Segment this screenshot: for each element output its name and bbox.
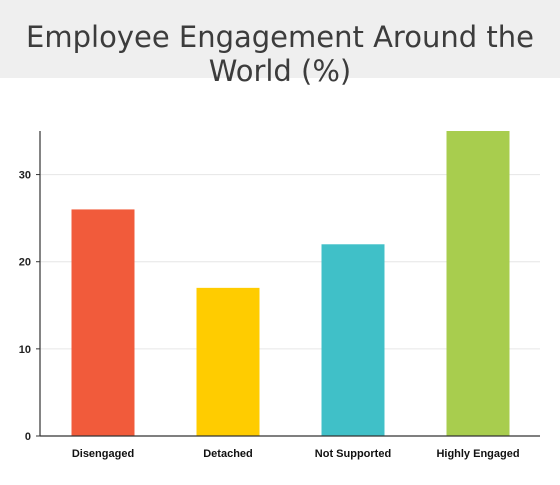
x-tick-label: Not Supported (315, 448, 391, 460)
y-tick-label: 20 (19, 257, 31, 269)
y-tick-label: 0 (25, 431, 31, 443)
x-tick-label: Highly Engaged (436, 448, 519, 460)
axes (39, 131, 540, 437)
y-ticks: 0 10 20 30 (19, 170, 40, 443)
chart-title: Employee Engagement Around the World (%) (26, 20, 534, 88)
bar-detached (196, 287, 260, 436)
bar-not-supported (321, 244, 385, 436)
x-labels: Disengaged Detached Not Supported Highly En… (72, 448, 520, 460)
y-tick-label: 30 (19, 170, 31, 182)
x-tick-label: Detached (203, 448, 253, 460)
bars (71, 131, 510, 436)
x-tick-label: Disengaged (72, 448, 134, 460)
y-tick-label: 10 (19, 344, 31, 356)
title-band (0, 0, 560, 78)
bar-disengaged (71, 209, 135, 436)
bar-highly-engaged (446, 131, 510, 436)
